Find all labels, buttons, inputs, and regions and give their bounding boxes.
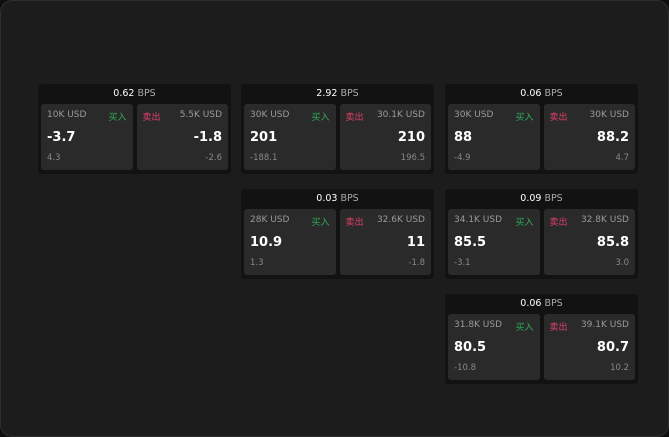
buy-cell[interactable]: 34.1K USD 买入 85.5 -3.1 <box>448 209 540 275</box>
buy-cell[interactable]: 31.8K USD 买入 80.5 -10.8 <box>448 314 540 380</box>
bid-price: 201 <box>250 130 278 145</box>
spread-header: 0.62 BPS <box>38 84 231 104</box>
spread-value: 0.06 <box>520 298 542 309</box>
bid-price: 80.5 <box>454 340 487 355</box>
ask-price: 85.8 <box>596 235 629 250</box>
ask-change: 4.7 <box>615 153 629 163</box>
sell-cell[interactable]: 卖出 32.6K USD 11 -1.8 <box>339 209 431 275</box>
ask-price: 11 <box>406 235 425 250</box>
ask-size: 32.6K USD <box>376 215 425 225</box>
quote-widget: 0.06 BPS 31.8K USD 买入 80.5 -10.8 卖出 39.1K… <box>445 294 638 384</box>
quote-widget: 2.92 BPS 30K USD 买入 201 -188.1 卖出 30.1K U… <box>241 84 434 174</box>
spread-value: 2.92 <box>316 88 338 99</box>
spread-value: 0.03 <box>316 193 338 204</box>
ask-change: 3.0 <box>615 258 629 268</box>
bid-size: 10K USD <box>47 110 87 120</box>
buy-cell[interactable]: 30K USD 买入 201 -188.1 <box>244 104 336 170</box>
bid-change: -4.9 <box>454 153 471 163</box>
quote-widget: 0.03 BPS 28K USD 买入 10.9 1.3 卖出 32.6K USD… <box>241 189 434 279</box>
quote-widget: 0.09 BPS 34.1K USD 买入 85.5 -3.1 卖出 32.8K … <box>445 189 638 279</box>
bid-price: 10.9 <box>250 235 283 250</box>
bid-change: -3.1 <box>454 258 471 268</box>
buy-label: 买入 <box>515 218 534 228</box>
ask-change: 10.2 <box>610 363 629 373</box>
spread-unit: BPS <box>544 298 563 309</box>
buy-label: 买入 <box>311 218 330 228</box>
spread-value: 0.09 <box>520 193 542 204</box>
spread-header: 2.92 BPS <box>241 84 434 104</box>
bid-price: 85.5 <box>454 235 487 250</box>
ask-price: -1.8 <box>193 130 222 145</box>
sell-label: 卖出 <box>142 113 161 123</box>
bid-price: 88 <box>454 130 473 145</box>
buy-label: 买入 <box>515 113 534 123</box>
ask-change: 196.5 <box>400 153 425 163</box>
buy-cell[interactable]: 30K USD 买入 88 -4.9 <box>448 104 540 170</box>
ask-size: 39.1K USD <box>580 320 629 330</box>
sell-label: 卖出 <box>549 113 568 123</box>
ask-size: 32.8K USD <box>580 215 629 225</box>
bid-size: 34.1K USD <box>454 215 503 225</box>
ask-price: 210 <box>397 130 425 145</box>
spread-header: 0.03 BPS <box>241 189 434 209</box>
buy-label: 买入 <box>515 323 534 333</box>
bid-change: -10.8 <box>454 363 476 373</box>
spread-unit: BPS <box>137 88 156 99</box>
sell-cell[interactable]: 卖出 32.8K USD 85.8 3.0 <box>543 209 635 275</box>
ask-price: 88.2 <box>596 130 629 145</box>
sell-label: 卖出 <box>345 113 364 123</box>
spread-unit: BPS <box>544 88 563 99</box>
ask-change: -2.6 <box>205 153 222 163</box>
spread-header: 0.06 BPS <box>445 294 638 314</box>
bid-price: -3.7 <box>47 130 76 145</box>
buy-cell[interactable]: 28K USD 买入 10.9 1.3 <box>244 209 336 275</box>
spread-unit: BPS <box>544 193 563 204</box>
bid-size: 30K USD <box>454 110 494 120</box>
ask-change: -1.8 <box>408 258 425 268</box>
buy-cell[interactable]: 10K USD 买入 -3.7 4.3 <box>41 104 133 170</box>
sell-cell[interactable]: 卖出 30.1K USD 210 196.5 <box>339 104 431 170</box>
ask-size: 30K USD <box>589 110 629 120</box>
bid-change: 1.3 <box>250 258 264 268</box>
spread-value: 0.06 <box>520 88 542 99</box>
sell-cell[interactable]: 卖出 39.1K USD 80.7 10.2 <box>543 314 635 380</box>
ask-price: 80.7 <box>596 340 629 355</box>
spread-value: 0.62 <box>113 88 135 99</box>
bid-size: 30K USD <box>250 110 290 120</box>
bid-size: 28K USD <box>250 215 290 225</box>
buy-label: 买入 <box>311 113 330 123</box>
bid-change: -188.1 <box>250 153 278 163</box>
spread-header: 0.06 BPS <box>445 84 638 104</box>
spread-unit: BPS <box>340 88 359 99</box>
bid-change: 4.3 <box>47 153 61 163</box>
bid-size: 31.8K USD <box>454 320 503 330</box>
spread-header: 0.09 BPS <box>445 189 638 209</box>
quote-widget: 0.06 BPS 30K USD 买入 88 -4.9 卖出 30K USD 88… <box>445 84 638 174</box>
sell-cell[interactable]: 卖出 30K USD 88.2 4.7 <box>543 104 635 170</box>
sell-label: 卖出 <box>549 323 568 333</box>
spread-unit: BPS <box>340 193 359 204</box>
sell-cell[interactable]: 卖出 5.5K USD -1.8 -2.6 <box>136 104 228 170</box>
quote-widget: 0.62 BPS 10K USD 买入 -3.7 4.3 卖出 5.5K USD … <box>38 84 231 174</box>
sell-label: 卖出 <box>345 218 364 228</box>
ask-size: 5.5K USD <box>179 110 222 120</box>
buy-label: 买入 <box>108 113 127 123</box>
ask-size: 30.1K USD <box>376 110 425 120</box>
sell-label: 卖出 <box>549 218 568 228</box>
